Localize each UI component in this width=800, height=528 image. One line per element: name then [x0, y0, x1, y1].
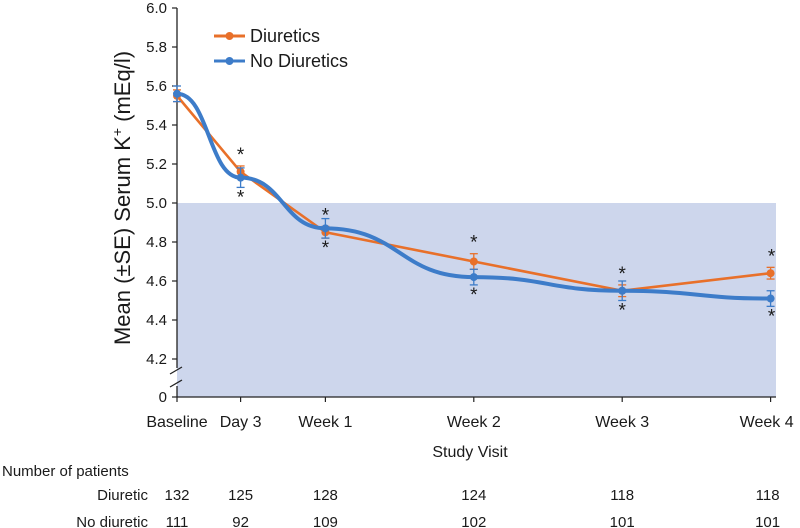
- patients-row-label: Diuretic: [97, 487, 148, 504]
- y-tick-label: 5.2: [146, 156, 167, 173]
- series-line: [176, 91, 771, 301]
- data-point: [766, 269, 775, 278]
- y-tick-label: 5.0: [146, 195, 167, 212]
- data-point: [236, 173, 245, 182]
- data-point: [321, 224, 330, 233]
- patients-count: 118: [610, 487, 634, 504]
- y-tick-label: 4.6: [146, 273, 167, 290]
- significance-star: *: [768, 246, 776, 267]
- legend: Diuretics No Diuretics: [214, 26, 348, 71]
- patients-table-title: Number of patients: [2, 463, 129, 480]
- significance-star: *: [470, 285, 478, 306]
- normal-range-band: [177, 203, 776, 397]
- y-axis-title: Mean (±SE) Serum K+ (mEq/l): [109, 51, 135, 345]
- data-point: [766, 294, 775, 303]
- legend-marker: [225, 57, 234, 65]
- y-axis-title-unit: (mEq/l): [110, 51, 135, 128]
- y-tick-label-break: 0: [159, 389, 167, 406]
- patients-count: 109: [313, 514, 338, 528]
- data-point: [469, 273, 478, 282]
- data-point: [173, 89, 181, 98]
- x-ticks: Baseline Day 3 Week 1 Week 2 Week 3 Week 4: [146, 397, 794, 431]
- y-axis-title-superscript: +: [109, 128, 125, 136]
- y-tick-label: 5.4: [146, 117, 167, 134]
- series-layer: * * * * * * * * * *: [173, 85, 776, 327]
- data-point: [618, 286, 627, 295]
- x-tick-label: Week 4: [740, 414, 794, 431]
- series-no-diuretics: * * * * *: [173, 85, 776, 327]
- patients-count: 118: [756, 487, 780, 504]
- patients-count: 111: [166, 514, 189, 528]
- y-tick-label: 5.6: [146, 78, 167, 95]
- y-tick-label: 4.2: [146, 351, 167, 368]
- y-ticks: 6.0 5.8 5.6 5.4 5.2 5.0 4.8 4.6 4.4 4.2 0: [146, 0, 177, 406]
- significance-star: *: [768, 306, 776, 327]
- patients-table: Diuretic 132 125 128 124 118 118 No diuretic 111…: [76, 487, 780, 528]
- significance-star: *: [237, 145, 245, 166]
- legend-label: Diuretics: [250, 26, 320, 46]
- y-axis-title-main: Mean (±SE) Serum K: [110, 136, 135, 345]
- axes: [169, 8, 776, 398]
- x-tick-label: Day 3: [220, 414, 262, 431]
- patients-count: 124: [461, 487, 486, 504]
- x-tick-label: Week 2: [447, 414, 501, 431]
- patients-count: 101: [610, 514, 635, 528]
- x-tick-label: Week 3: [595, 414, 649, 431]
- significance-star: *: [618, 301, 626, 322]
- patients-count: 128: [313, 487, 338, 504]
- significance-star: *: [237, 187, 245, 208]
- series-line: [176, 94, 771, 293]
- patients-count: 132: [164, 487, 189, 504]
- y-tick-label: 4.8: [146, 234, 167, 251]
- axis-break-mark-upper: [169, 366, 183, 375]
- patients-count: 92: [232, 514, 249, 528]
- significance-star: *: [322, 238, 330, 259]
- legend-marker: [225, 32, 234, 40]
- patients-count: 102: [461, 514, 486, 528]
- x-tick-label: Week 1: [298, 414, 352, 431]
- patients-row-label: No diuretic: [76, 514, 148, 528]
- significance-star: *: [322, 205, 330, 226]
- axis-break-mark-lower: [169, 379, 183, 388]
- legend-label: No Diuretics: [250, 51, 348, 71]
- y-tick-label: 5.8: [146, 39, 167, 56]
- patients-count: 125: [228, 487, 253, 504]
- significance-star: *: [618, 264, 626, 285]
- x-tick-label: Baseline: [146, 414, 207, 431]
- y-tick-label: 6.0: [146, 0, 167, 17]
- patients-count: 101: [755, 514, 780, 528]
- y-tick-label: 4.4: [146, 312, 167, 329]
- significance-star: *: [470, 233, 478, 254]
- x-axis-title: Study Visit: [432, 444, 508, 461]
- data-point: [469, 257, 478, 266]
